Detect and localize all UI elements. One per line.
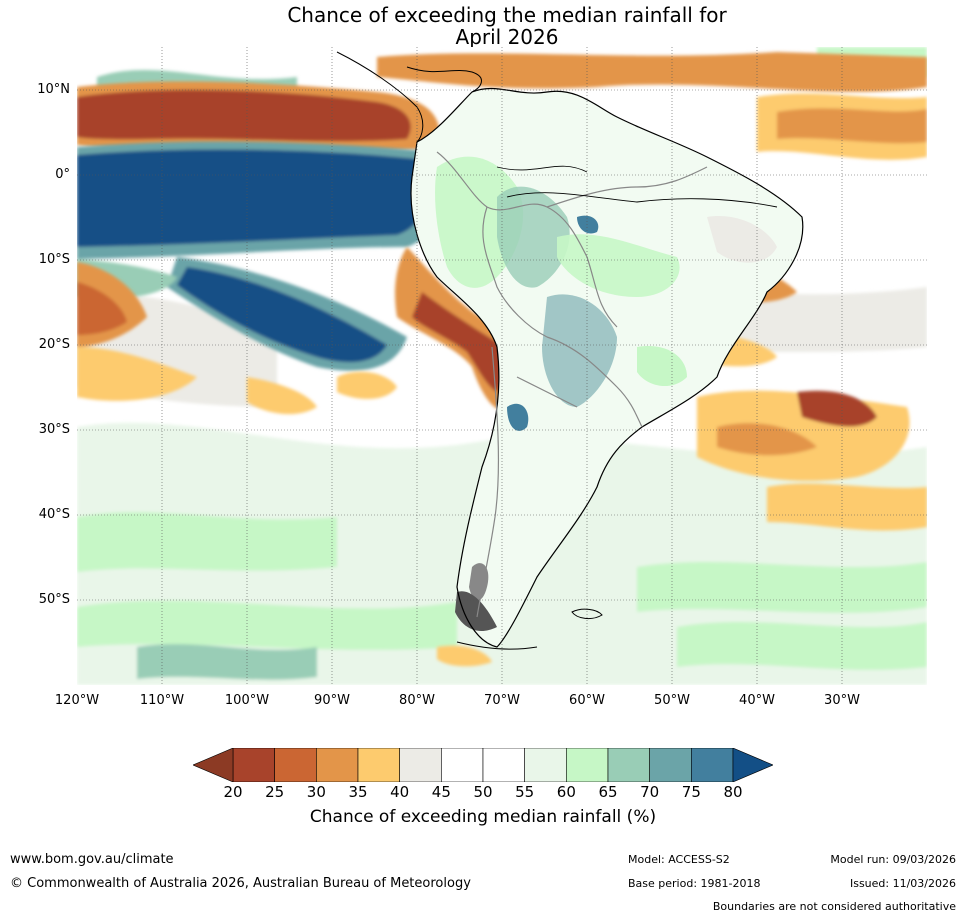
- website-link[interactable]: www.bom.gov.au/climate: [10, 852, 174, 867]
- base-period-text: Base period: 1981-2018: [628, 877, 761, 890]
- issued-text: Issued: 11/03/2026: [849, 877, 956, 890]
- colorbar-tick-label: 30: [306, 783, 326, 801]
- colorbar: [193, 748, 773, 782]
- colorbar-cell: [441, 748, 484, 782]
- map-title-line1: Chance of exceeding the median rainfall …: [287, 3, 727, 27]
- dry-band-north: [77, 52, 927, 160]
- colorbar-cell: [524, 748, 567, 782]
- colorbar-tick-label: 75: [681, 783, 701, 801]
- lon-label-60w: 60°W: [569, 693, 605, 708]
- colorbar-tick-label: 35: [348, 783, 368, 801]
- colorbar-over-arrow: [732, 748, 773, 782]
- colorbar-label: Chance of exceeding median rainfall (%): [309, 807, 657, 827]
- lon-label-50w: 50°W: [654, 693, 690, 708]
- lat-label-20s: 20°S: [38, 337, 70, 352]
- colorbar-tick-label: 45: [431, 783, 451, 801]
- dry-strip-andes: [395, 247, 514, 410]
- model-text: Model: ACCESS-S2: [628, 853, 730, 866]
- colorbar-cell: [607, 748, 650, 782]
- coastlines: [336, 51, 804, 650]
- rainfall-map: [77, 47, 927, 685]
- colorbar-cell: [482, 748, 525, 782]
- colorbar-cell: [566, 748, 609, 782]
- lon-label-30w: 30°W: [824, 693, 860, 708]
- lat-label-10s: 10°S: [38, 252, 70, 267]
- map-title: Chance of exceeding the median rainfall …: [0, 4, 965, 48]
- lon-label-70w: 70°W: [484, 693, 520, 708]
- disclaimer-text: Boundaries are not considered authoritat…: [712, 900, 956, 913]
- lon-label-100w: 100°W: [224, 693, 270, 708]
- dry-patches-west: [77, 262, 397, 415]
- colorbar-cell: [649, 748, 692, 782]
- colorbar-cell: [357, 748, 400, 782]
- lat-label-0: 0°: [55, 167, 70, 182]
- lon-label-80w: 80°W: [399, 693, 435, 708]
- colorbar-tick-label: 50: [473, 783, 493, 801]
- colorbar-cell: [691, 748, 734, 782]
- lat-label-30s: 30°S: [38, 422, 70, 437]
- colorbar-tick-label: 70: [640, 783, 660, 801]
- colorbar-under-arrow: [193, 748, 234, 782]
- lon-label-120w: 120°W: [54, 693, 100, 708]
- lat-label-10n: 10°N: [37, 82, 70, 97]
- colorbar-cell: [274, 748, 317, 782]
- colorbar-tick-label: 80: [723, 783, 743, 801]
- lon-label-110w: 110°W: [139, 693, 185, 708]
- model-run-text: Model run: 09/03/2026: [830, 853, 956, 866]
- colorbar-cell: [316, 748, 359, 782]
- colorbar-tick-label: 60: [556, 783, 576, 801]
- copyright-text: © Commonwealth of Australia 2026, Austra…: [10, 876, 471, 891]
- south-america: [411, 88, 803, 647]
- graticule: [77, 47, 927, 685]
- colorbar-tick-label: 20: [223, 783, 243, 801]
- colorbar-cell: [399, 748, 442, 782]
- lat-label-40s: 40°S: [38, 507, 70, 522]
- lon-label-90w: 90°W: [314, 693, 350, 708]
- wet-band-pacific: [77, 141, 446, 371]
- colorbar-tick-label: 55: [515, 783, 535, 801]
- rainfall-map-svg: [77, 47, 927, 685]
- colorbar-tick-label: 25: [265, 783, 285, 801]
- lat-label-50s: 50°S: [38, 592, 70, 607]
- map-title-line2: April 2026: [455, 25, 559, 49]
- colorbar-tick-label: 40: [390, 783, 410, 801]
- colorbar-cell: [232, 748, 275, 782]
- lon-label-40w: 40°W: [739, 693, 775, 708]
- colorbar-tick-label: 65: [598, 783, 618, 801]
